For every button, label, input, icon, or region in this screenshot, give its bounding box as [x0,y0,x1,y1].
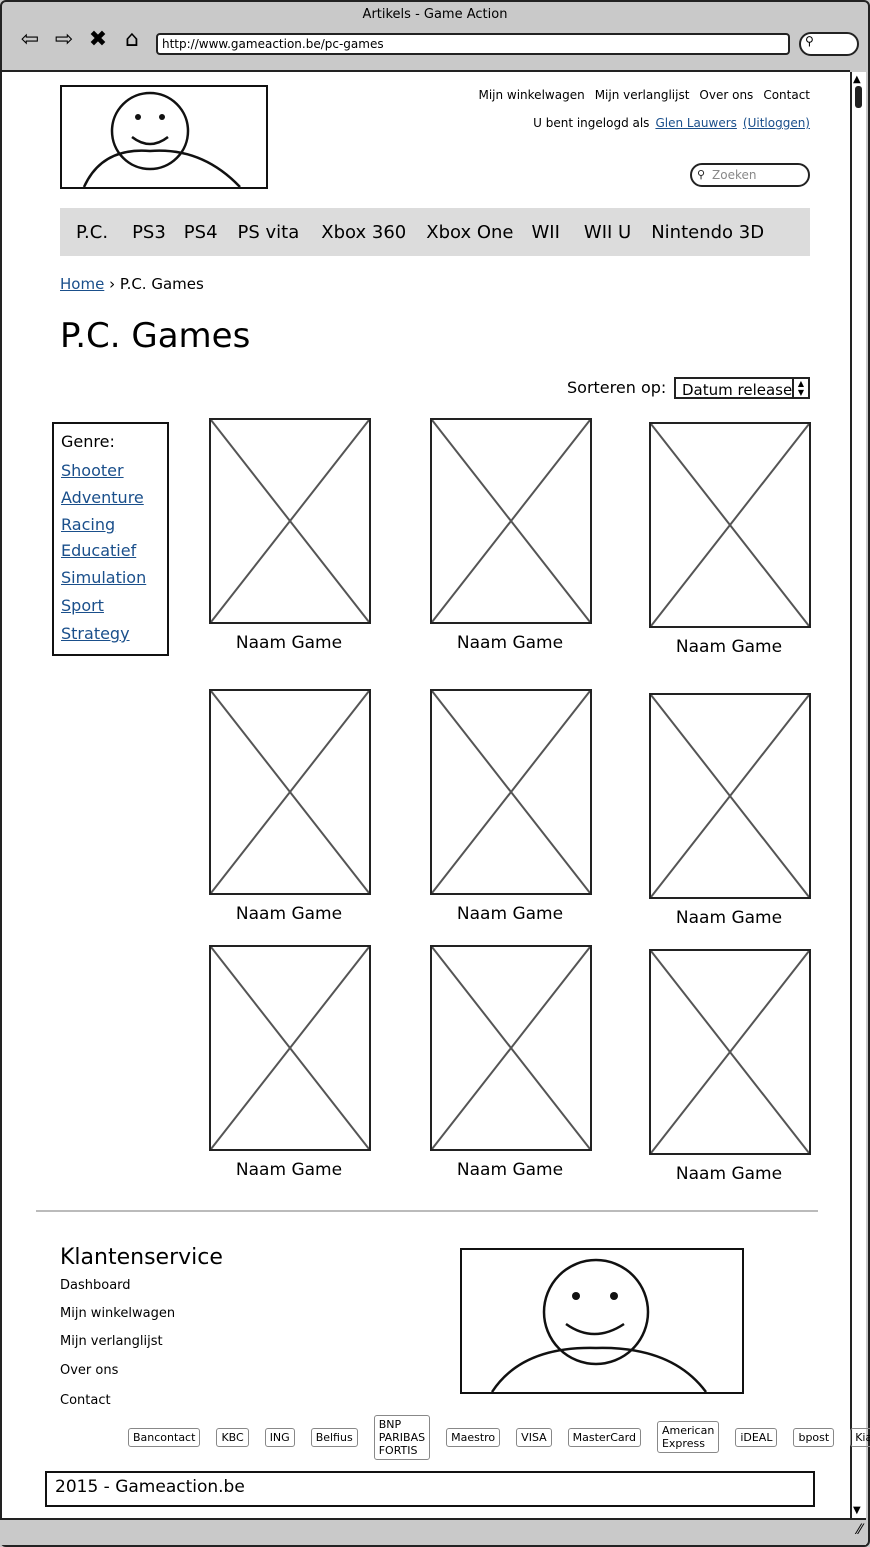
payment-bpost: bpost [793,1427,835,1447]
select-arrows-icon: ▲ ▼ [792,379,808,397]
copyright-bar: 2015 - Gameaction.be [45,1471,815,1507]
close-icon[interactable]: ✖ [88,26,108,52]
footer-title: Klantenservice [60,1245,223,1270]
payment-bancontact: Bancontact [128,1427,201,1447]
category-wii[interactable]: WII [531,221,560,243]
payment-ideal: iDEAL [735,1427,778,1447]
breadcrumb: Home › P.C. Games [60,275,204,293]
home-icon[interactable]: ⌂ [125,26,139,52]
genre-filter: Genre: Shooter Adventure Racing Educatie… [52,422,169,656]
genre-heading: Genre: [61,432,115,451]
payment-mastercard: MasterCard [567,1427,641,1447]
category-wiiu[interactable]: WII U [583,221,632,243]
footer-link-cart[interactable]: Mijn winkelwagen [60,1306,176,1321]
address-bar[interactable]: http://www.gameaction.be/pc-games [156,33,790,55]
search-input[interactable]: ⚲ Zoeken [690,163,810,187]
payment-kiala: Kiala [850,1427,870,1447]
top-link-cart[interactable]: Mijn winkelwagen [478,88,585,102]
page-title: P.C. Games [60,316,251,356]
user-status: U bent ingelogd als Glen Lauwers (Uitlog… [533,116,810,130]
category-pc[interactable]: P.C. [76,221,109,243]
forward-icon[interactable]: ⇨ [54,26,74,52]
site-logo[interactable] [60,85,268,189]
game-name[interactable]: Naam Game [456,633,564,653]
status-bar: ⁄⁄ [0,1518,866,1545]
genre-item-educatief[interactable]: Educatief [61,541,137,560]
payment-maestro: Maestro [446,1427,501,1447]
browser-search[interactable]: ⚲ [799,32,859,56]
payment-visa: VISA [516,1427,552,1447]
footer-divider [36,1210,818,1212]
user-name-link[interactable]: Glen Lauwers [655,116,737,130]
breadcrumb-home[interactable]: Home [60,275,105,293]
window-title: Artikels - Game Action [362,7,508,22]
genre-item-racing[interactable]: Racing [61,515,116,534]
game-image[interactable] [430,418,592,624]
payment-methods: Bancontact KBC ING Belfius BNP PARIBAS F… [128,1414,870,1460]
game-image[interactable] [430,945,592,1151]
sort-select[interactable]: Datum release ▲ ▼ [674,377,810,399]
scroll-thumb[interactable] [855,86,862,108]
breadcrumb-current: P.C. Games [119,275,204,293]
resize-grip-icon[interactable]: ⁄⁄ [857,1522,862,1538]
game-name[interactable]: Naam Game [235,633,343,653]
footer-link-contact[interactable]: Contact [60,1393,111,1408]
game-name[interactable]: Naam Game [675,637,783,657]
scroll-up-icon[interactable]: ▲ [853,74,861,85]
category-xboxone[interactable]: Xbox One [426,221,514,243]
logout-link[interactable]: (Uitloggen) [742,116,810,130]
payment-bnp: BNP PARIBAS FORTIS [373,1414,431,1460]
game-image[interactable] [430,689,592,895]
top-links: Mijn winkelwagen Mijn verlanglijst Over … [478,88,810,102]
category-xbox360[interactable]: Xbox 360 [321,221,407,243]
payment-belfius: Belfius [310,1427,358,1447]
genre-item-shooter[interactable]: Shooter [61,461,124,480]
game-name[interactable]: Naam Game [456,1160,564,1180]
game-name[interactable]: Naam Game [675,1164,783,1184]
game-name[interactable]: Naam Game [675,908,783,928]
breadcrumb-separator: › [109,275,116,293]
payment-amex: American Express [656,1421,720,1453]
game-name[interactable]: Naam Game [235,904,343,924]
footer-link-about[interactable]: Over ons [60,1363,119,1378]
search-placeholder: Zoeken [712,168,757,182]
footer-link-dashboard[interactable]: Dashboard [60,1278,131,1293]
sort-selected-value: Datum release [682,381,793,399]
game-image[interactable] [209,418,371,624]
game-image[interactable] [649,949,811,1155]
footer-link-wishlist[interactable]: Mijn verlanglijst [60,1334,163,1349]
genre-item-simulation[interactable]: Simulation [61,568,147,587]
genre-item-adventure[interactable]: Adventure [61,488,144,507]
scrollbar[interactable]: ▲ ▼ [850,72,866,1518]
footer-logo [460,1248,744,1394]
search-icon: ⚲ [697,168,706,181]
browser-nav: ⇦ ⇨ ✖ ⌂ [16,24,146,54]
category-nintendo3d[interactable]: Nintendo 3D [651,221,765,243]
top-link-wishlist[interactable]: Mijn verlanglijst [594,88,690,102]
category-ps3[interactable]: PS3 [132,221,166,243]
game-name[interactable]: Naam Game [456,904,564,924]
category-ps4[interactable]: PS4 [183,221,218,243]
back-icon[interactable]: ⇦ [20,26,40,52]
game-name[interactable]: Naam Game [235,1160,343,1180]
payment-kbc: KBC [216,1427,249,1447]
top-link-contact[interactable]: Contact [763,88,810,102]
game-image[interactable] [649,693,811,899]
scroll-down-icon[interactable]: ▼ [853,1505,861,1516]
genre-item-strategy[interactable]: Strategy [61,624,130,643]
genre-item-sport[interactable]: Sport [61,596,104,615]
game-image[interactable] [209,689,371,895]
game-image[interactable] [649,422,811,628]
search-icon: ⚲ [805,34,814,48]
sort-label: Sorteren op: [567,378,667,397]
payment-ing: ING [264,1427,295,1447]
category-psvita[interactable]: PS vita [237,221,300,243]
category-nav: P.C. PS3 PS4 PS vita Xbox 360 Xbox One W… [60,208,810,256]
logged-in-label: U bent ingelogd als [533,116,650,130]
game-image[interactable] [209,945,371,1151]
top-link-about[interactable]: Over ons [699,88,754,102]
